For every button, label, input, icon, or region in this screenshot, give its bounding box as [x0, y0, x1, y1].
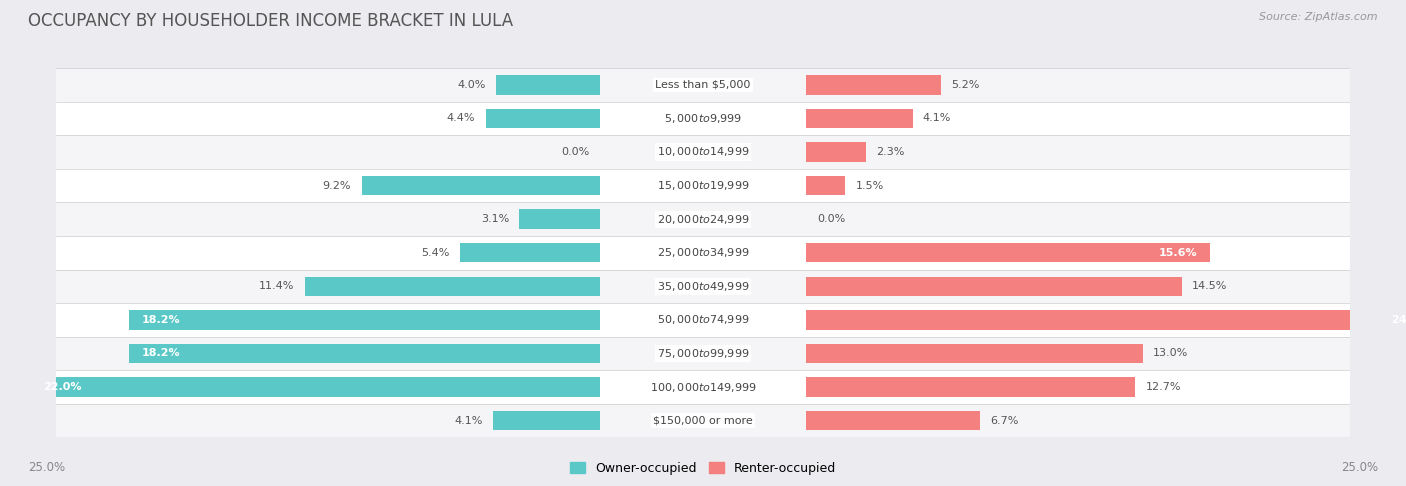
Bar — [519, 209, 599, 229]
Bar — [807, 176, 845, 195]
Bar — [496, 75, 599, 95]
Bar — [599, 337, 807, 370]
Text: 1.5%: 1.5% — [856, 181, 884, 191]
Bar — [807, 277, 1181, 296]
Bar — [485, 109, 599, 128]
Text: $25,000 to $34,999: $25,000 to $34,999 — [657, 246, 749, 259]
Text: 12.7%: 12.7% — [1146, 382, 1181, 392]
Text: 13.0%: 13.0% — [1153, 348, 1188, 359]
Legend: Owner-occupied, Renter-occupied: Owner-occupied, Renter-occupied — [565, 457, 841, 480]
Text: 0.0%: 0.0% — [561, 147, 589, 157]
Text: 25.0%: 25.0% — [1341, 461, 1378, 474]
Bar — [807, 344, 1143, 363]
Bar — [129, 310, 599, 330]
Bar — [460, 243, 599, 262]
Bar — [599, 236, 807, 270]
Text: 18.2%: 18.2% — [142, 315, 180, 325]
Bar — [599, 370, 807, 404]
Text: 0.0%: 0.0% — [817, 214, 845, 224]
Text: 4.1%: 4.1% — [922, 113, 952, 123]
Bar — [56, 102, 1350, 135]
Text: 6.7%: 6.7% — [990, 416, 1018, 426]
Bar — [599, 270, 807, 303]
Text: 5.2%: 5.2% — [952, 80, 980, 90]
Bar — [599, 303, 807, 337]
Bar — [31, 377, 599, 397]
Text: Less than $5,000: Less than $5,000 — [655, 80, 751, 90]
Bar — [599, 202, 807, 236]
Text: 2.3%: 2.3% — [876, 147, 904, 157]
Bar — [807, 109, 912, 128]
Bar — [807, 377, 1135, 397]
Text: $150,000 or more: $150,000 or more — [654, 416, 752, 426]
Text: 5.4%: 5.4% — [420, 248, 450, 258]
Bar — [494, 411, 599, 430]
Text: $75,000 to $99,999: $75,000 to $99,999 — [657, 347, 749, 360]
Text: $35,000 to $49,999: $35,000 to $49,999 — [657, 280, 749, 293]
Bar — [56, 370, 1350, 404]
Bar — [56, 303, 1350, 337]
Bar — [56, 337, 1350, 370]
Text: 11.4%: 11.4% — [259, 281, 294, 291]
Bar — [599, 135, 807, 169]
Text: 18.2%: 18.2% — [142, 348, 180, 359]
Bar — [129, 344, 599, 363]
Text: 4.0%: 4.0% — [457, 80, 485, 90]
Bar — [599, 169, 807, 202]
Bar — [807, 75, 941, 95]
Bar — [56, 135, 1350, 169]
Bar — [56, 169, 1350, 202]
Bar — [807, 411, 980, 430]
Text: OCCUPANCY BY HOUSEHOLDER INCOME BRACKET IN LULA: OCCUPANCY BY HOUSEHOLDER INCOME BRACKET … — [28, 12, 513, 30]
Text: $100,000 to $149,999: $100,000 to $149,999 — [650, 381, 756, 394]
Bar — [361, 176, 599, 195]
Bar — [56, 270, 1350, 303]
Text: 15.6%: 15.6% — [1159, 248, 1197, 258]
Text: $50,000 to $74,999: $50,000 to $74,999 — [657, 313, 749, 327]
Text: $10,000 to $14,999: $10,000 to $14,999 — [657, 145, 749, 158]
Bar — [56, 236, 1350, 270]
Bar — [807, 243, 1211, 262]
Text: 22.0%: 22.0% — [44, 382, 82, 392]
Text: 9.2%: 9.2% — [322, 181, 352, 191]
Text: 24.6%: 24.6% — [1391, 315, 1406, 325]
Text: $15,000 to $19,999: $15,000 to $19,999 — [657, 179, 749, 192]
Bar — [807, 310, 1406, 330]
Bar — [599, 102, 807, 135]
Bar — [599, 404, 807, 437]
Bar — [599, 68, 807, 102]
Text: 14.5%: 14.5% — [1192, 281, 1227, 291]
Text: $5,000 to $9,999: $5,000 to $9,999 — [664, 112, 742, 125]
Text: 25.0%: 25.0% — [28, 461, 65, 474]
Bar — [305, 277, 599, 296]
Text: 4.1%: 4.1% — [454, 416, 484, 426]
Bar — [56, 68, 1350, 102]
Text: $20,000 to $24,999: $20,000 to $24,999 — [657, 213, 749, 226]
Bar — [807, 142, 866, 162]
Bar — [56, 202, 1350, 236]
Text: 3.1%: 3.1% — [481, 214, 509, 224]
Text: 4.4%: 4.4% — [447, 113, 475, 123]
Bar — [56, 404, 1350, 437]
Text: Source: ZipAtlas.com: Source: ZipAtlas.com — [1260, 12, 1378, 22]
